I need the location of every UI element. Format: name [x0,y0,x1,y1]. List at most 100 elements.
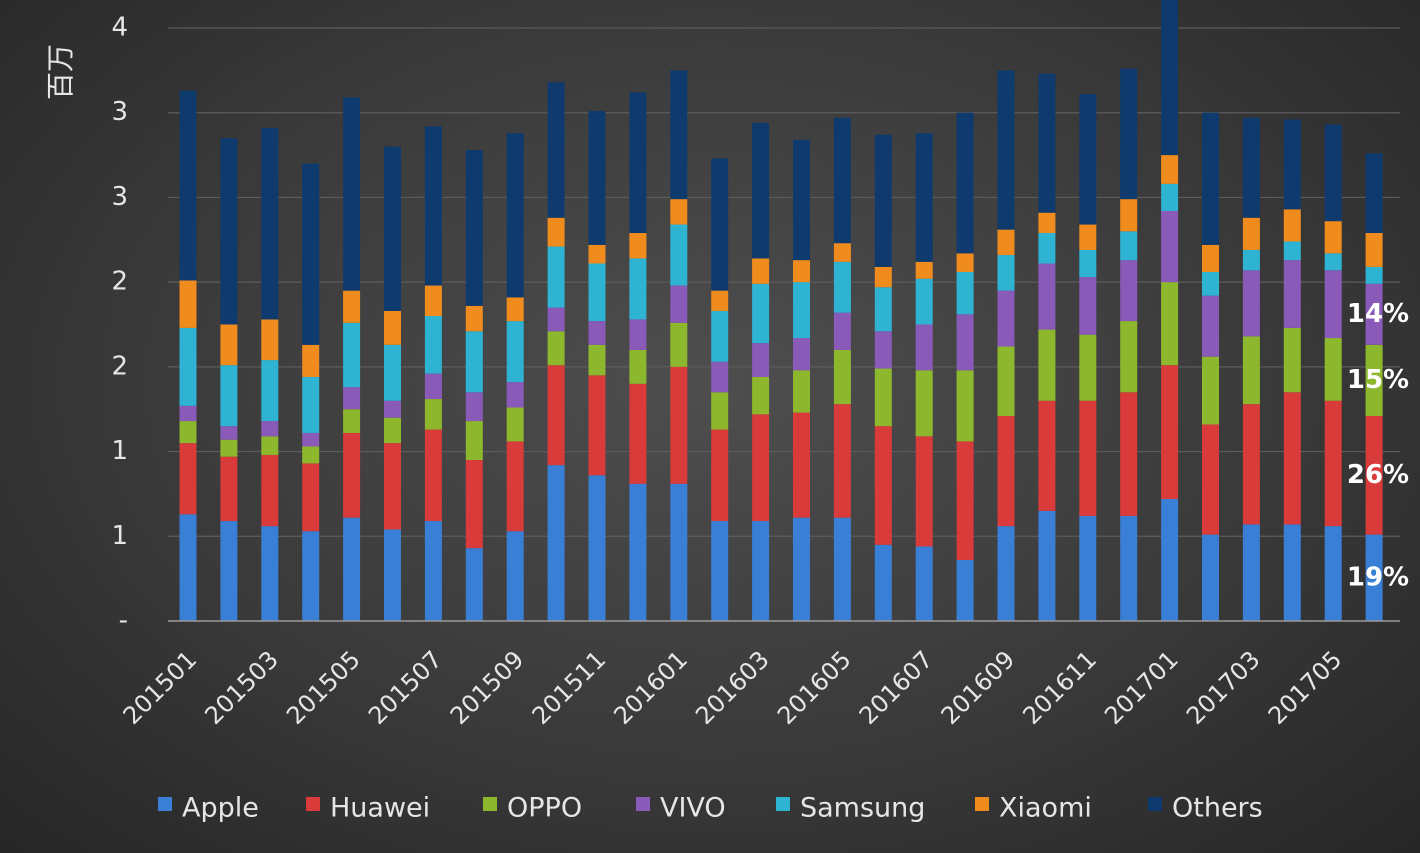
bar-xiaomi-201506 [384,310,401,345]
bar-oppo-201504 [302,446,320,464]
bar-apple-201704 [1283,524,1301,621]
bar-apple-201610 [1038,510,1056,621]
bar-others-201504 [302,163,320,345]
bar-huawei-201603 [752,414,770,522]
bar-others-201604 [793,139,810,261]
bar-apple-201705 [1324,526,1342,621]
bar-samsung-201704 [1283,241,1301,261]
bar-huawei-201507 [424,429,442,522]
bar-oppo-201706 [1365,344,1383,416]
y-tick-label: 1 [111,521,128,551]
bar-apple-201512 [629,483,647,621]
bar-xiaomi-201509 [506,297,524,322]
bar-samsung-201604 [793,282,810,339]
bar-huawei-201706 [1365,415,1383,535]
legend-swatch [483,797,497,811]
annotations: 14% 15% 26% 19% [1347,299,1409,592]
bar-others-201507 [424,126,442,286]
bar-oppo-201506 [384,417,401,444]
bar-others-201611 [1079,94,1097,225]
bar-oppo-201604 [793,370,810,413]
y-tick-label: 3 [111,97,128,127]
bar-oppo-201607 [915,370,933,437]
bar-vivo-201701 [1161,210,1179,283]
bar-vivo-201504 [302,432,320,447]
bar-apple-201603 [752,521,770,621]
bar-others-201608 [956,112,974,254]
bar-others-201602 [711,158,729,291]
bar-others-201609 [997,70,1015,230]
bar-oppo-201601 [670,322,688,367]
gridlines [168,27,1400,537]
bar-samsung-201703 [1242,249,1260,271]
legend-swatch [306,797,320,811]
bar-vivo-201508 [465,392,483,422]
bar-samsung-201503 [261,360,279,422]
bar-vivo-201608 [956,314,974,371]
y-tick-label: 4 [111,13,128,43]
bar-huawei-201705 [1324,400,1342,527]
bar-apple-201510 [547,465,565,621]
bar-apple-201503 [261,526,279,621]
bar-vivo-201610 [1038,263,1056,330]
bar-apple-201507 [424,521,442,621]
bar-others-201606 [874,134,892,267]
bar-oppo-201512 [629,349,647,384]
bar-samsung-201510 [547,246,565,308]
annotation-label: 19% [1347,562,1409,592]
bar-apple-201606 [874,544,892,621]
bar-apple-201602 [711,521,729,621]
bar-xiaomi-201602 [711,290,729,311]
bar-vivo-201609 [997,290,1015,347]
bar-others-201612 [1120,68,1138,200]
x-tick-label: 201505 [281,645,366,730]
bar-vivo-201502 [220,426,238,440]
legend-label: Others [1172,793,1263,824]
bar-huawei-201512 [629,383,647,484]
bar-apple-201701 [1161,499,1179,621]
bar-others-201501 [179,90,197,281]
bar-apple-201511 [588,475,606,621]
bar-vivo-201604 [793,338,810,371]
bar-oppo-201502 [220,439,238,457]
bar-xiaomi-201705 [1324,221,1342,254]
bar-huawei-201703 [1242,404,1260,525]
bar-vivo-201612 [1120,260,1138,322]
bar-apple-201501 [179,514,197,621]
annotation-label: 15% [1347,365,1409,395]
legend-label: OPPO [507,793,582,824]
bar-oppo-201704 [1283,327,1301,393]
bar-vivo-201503 [261,421,279,437]
bar-oppo-201510 [547,331,565,366]
y-axis-label: 百万 [44,44,77,100]
bar-others-201702 [1202,112,1219,245]
bar-others-201703 [1242,117,1260,218]
y-tick-label: 2 [111,267,128,297]
bar-vivo-201607 [915,324,933,371]
bar-oppo-201612 [1120,321,1138,393]
y-tick-label: 1 [111,436,128,466]
bar-samsung-201609 [997,255,1015,291]
bar-huawei-201612 [1120,392,1138,516]
bar-samsung-201612 [1120,231,1138,261]
bar-huawei-201607 [915,436,933,547]
bar-samsung-201505 [343,322,361,388]
bar-vivo-201706 [1365,283,1383,345]
legend-label: VIVO [660,793,726,824]
bar-huawei-201606 [874,426,892,545]
bar-xiaomi-201607 [915,261,933,279]
bar-vivo-201512 [629,319,647,350]
bar-huawei-201510 [547,365,565,466]
bar-samsung-201706 [1365,266,1383,284]
bar-others-201503 [261,127,279,320]
bar-apple-201609 [997,526,1015,621]
bar-apple-201608 [956,560,974,621]
bar-apple-201604 [793,517,810,621]
bar-samsung-201702 [1202,271,1219,296]
bar-others-201610 [1038,73,1056,213]
bar-others-201505 [343,97,361,291]
bar-huawei-201508 [465,460,483,549]
x-tick-label: 201511 [527,645,612,730]
bar-others-201701 [1161,0,1179,156]
bar-xiaomi-201608 [956,253,974,272]
